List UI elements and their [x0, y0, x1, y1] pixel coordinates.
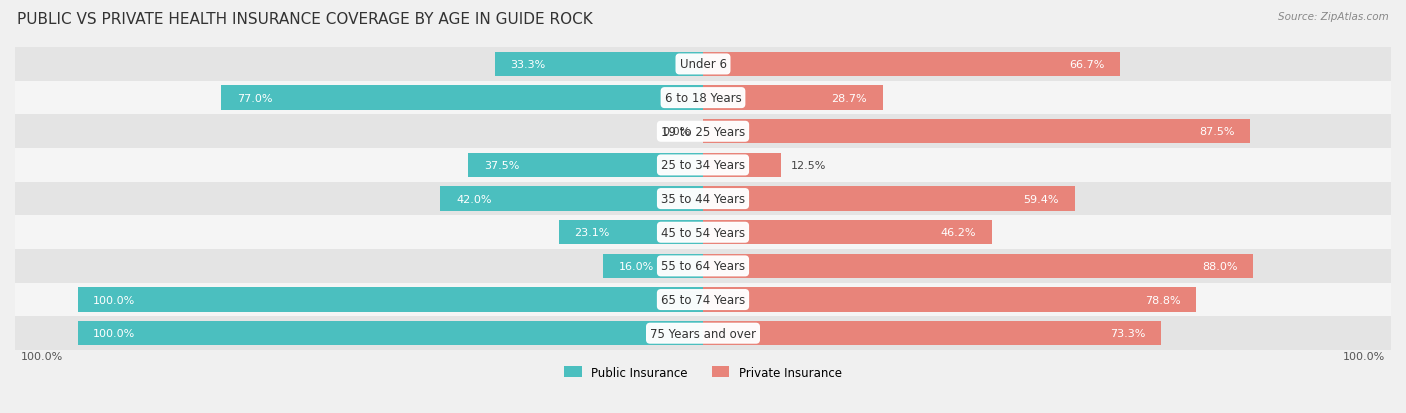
Text: 66.7%: 66.7% [1069, 60, 1105, 70]
Bar [15, 283, 1391, 317]
Bar [495, 53, 703, 77]
Text: 42.0%: 42.0% [456, 194, 492, 204]
Text: 33.3%: 33.3% [510, 60, 546, 70]
Bar [77, 321, 703, 346]
Text: 37.5%: 37.5% [484, 161, 519, 171]
Bar [703, 321, 1161, 346]
Bar [703, 187, 1074, 211]
Text: 87.5%: 87.5% [1199, 127, 1234, 137]
Text: 59.4%: 59.4% [1024, 194, 1059, 204]
Text: 73.3%: 73.3% [1111, 328, 1146, 338]
Text: 100.0%: 100.0% [93, 295, 135, 305]
Text: 23.1%: 23.1% [574, 228, 610, 237]
Bar [77, 288, 703, 312]
Bar [703, 254, 1253, 278]
Text: 100.0%: 100.0% [21, 351, 63, 361]
Text: 45 to 54 Years: 45 to 54 Years [661, 226, 745, 239]
Text: 19 to 25 Years: 19 to 25 Years [661, 126, 745, 138]
Text: 46.2%: 46.2% [941, 228, 976, 237]
Bar [603, 254, 703, 278]
Bar [703, 53, 1121, 77]
Bar [221, 86, 703, 110]
Text: PUBLIC VS PRIVATE HEALTH INSURANCE COVERAGE BY AGE IN GUIDE ROCK: PUBLIC VS PRIVATE HEALTH INSURANCE COVER… [17, 12, 592, 27]
Bar [703, 86, 883, 110]
Text: 65 to 74 Years: 65 to 74 Years [661, 293, 745, 306]
Bar [703, 120, 1250, 144]
Text: 55 to 64 Years: 55 to 64 Years [661, 260, 745, 273]
Text: 12.5%: 12.5% [790, 161, 825, 171]
Text: 100.0%: 100.0% [1343, 351, 1385, 361]
Text: 0.0%: 0.0% [662, 127, 690, 137]
Bar [703, 221, 993, 245]
Text: 16.0%: 16.0% [619, 261, 654, 271]
Text: 35 to 44 Years: 35 to 44 Years [661, 192, 745, 206]
Text: 100.0%: 100.0% [93, 328, 135, 338]
Bar [15, 249, 1391, 283]
Text: 75 Years and over: 75 Years and over [650, 327, 756, 340]
Bar [558, 221, 703, 245]
Bar [15, 216, 1391, 249]
Text: 28.7%: 28.7% [831, 93, 868, 103]
Bar [15, 149, 1391, 182]
Text: 77.0%: 77.0% [238, 93, 273, 103]
Text: Source: ZipAtlas.com: Source: ZipAtlas.com [1278, 12, 1389, 22]
Text: Under 6: Under 6 [679, 58, 727, 71]
Bar [440, 187, 703, 211]
Bar [468, 154, 703, 178]
Text: 88.0%: 88.0% [1202, 261, 1237, 271]
Text: 78.8%: 78.8% [1144, 295, 1180, 305]
Bar [703, 288, 1197, 312]
Text: 25 to 34 Years: 25 to 34 Years [661, 159, 745, 172]
Bar [15, 48, 1391, 82]
Text: 6 to 18 Years: 6 to 18 Years [665, 92, 741, 105]
Bar [15, 182, 1391, 216]
Bar [15, 115, 1391, 149]
Legend: Public Insurance, Private Insurance: Public Insurance, Private Insurance [560, 361, 846, 384]
Bar [15, 82, 1391, 115]
Bar [15, 317, 1391, 350]
Bar [703, 154, 782, 178]
